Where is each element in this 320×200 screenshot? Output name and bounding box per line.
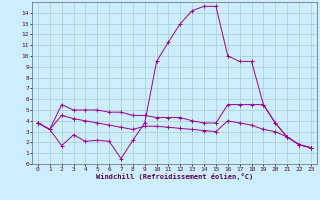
X-axis label: Windchill (Refroidissement éolien,°C): Windchill (Refroidissement éolien,°C) <box>96 173 253 180</box>
